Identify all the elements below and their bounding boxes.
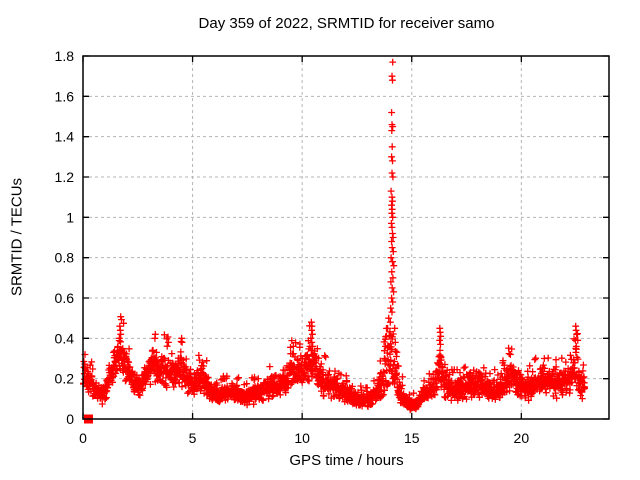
x-tick-label: 10: [294, 430, 310, 446]
y-tick-label: 1.4: [55, 129, 75, 145]
y-tick-label: 1.6: [55, 88, 75, 104]
grid-lines: [83, 56, 609, 419]
y-tick-label: 0.4: [55, 330, 75, 346]
y-tick-label: 1: [66, 209, 74, 225]
plot-border: [82, 55, 610, 420]
y-tick-label: 1.8: [55, 48, 75, 64]
x-tick-label: 15: [404, 430, 420, 446]
y-tick-label: 0.2: [55, 371, 75, 387]
x-tick-label: 20: [514, 430, 530, 446]
x-axis-label: GPS time / hours: [289, 452, 404, 469]
x-tick-label: 0: [79, 430, 87, 446]
y-tick-label: 0.6: [55, 290, 75, 306]
y-tick-label: 1.2: [55, 169, 75, 185]
chart-title: Day 359 of 2022, SRMTID for receiver sam…: [198, 15, 495, 32]
y-tick-label: 0: [66, 411, 74, 427]
y-tick-label: 0.8: [55, 250, 75, 266]
scatter-points: [80, 58, 589, 414]
x-tick-label: 5: [189, 430, 197, 446]
